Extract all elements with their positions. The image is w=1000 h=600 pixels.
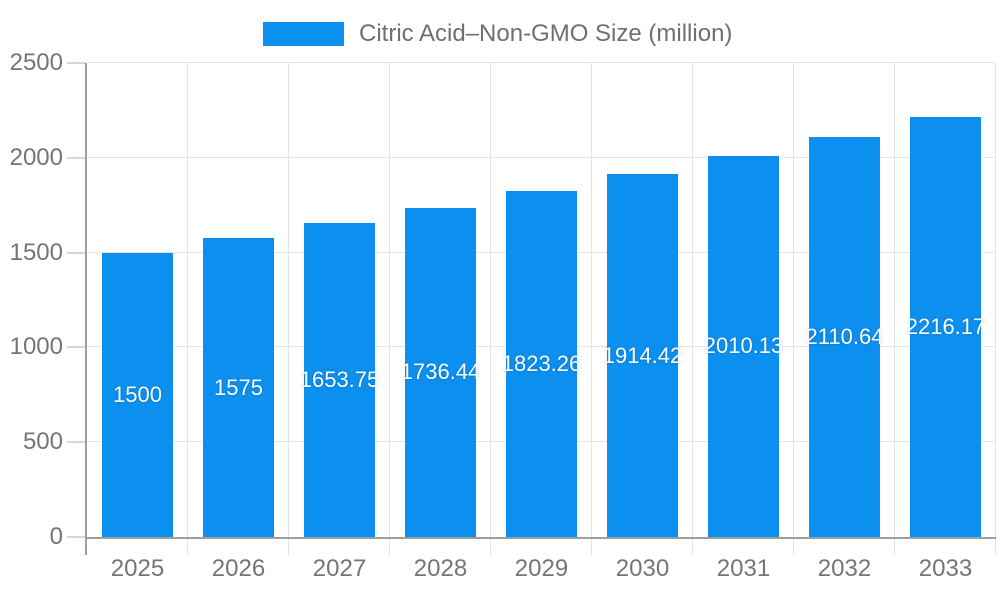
y-axis-label: 500 — [22, 428, 63, 456]
bar-value-label: 2216.17 — [905, 313, 986, 339]
x-axis-label: 2030 — [615, 555, 670, 582]
y-axis-label: 2000 — [9, 143, 63, 171]
x-axis-label: 2031 — [716, 555, 771, 582]
bar-value-label: 1575 — [214, 374, 263, 400]
bar-value-label: 2110.64 — [805, 323, 884, 349]
bar[interactable] — [607, 174, 678, 537]
x-axis-label: 2026 — [211, 555, 266, 582]
y-tick — [67, 441, 86, 444]
legend-swatch — [263, 22, 344, 46]
bar[interactable] — [506, 191, 577, 537]
bar[interactable] — [102, 252, 173, 537]
horizontal-gridline — [87, 156, 996, 158]
x-axis-label: 2025 — [110, 555, 165, 582]
x-axis-label: 2029 — [514, 555, 569, 582]
y-axis-line — [85, 63, 87, 555]
bar-value-label: 1823.26 — [501, 351, 582, 377]
legend[interactable]: Citric Acid–Non-GMO Size (million) — [263, 22, 732, 46]
bar[interactable] — [708, 155, 779, 537]
legend-label: Citric Acid–Non-GMO Size (million) — [359, 20, 733, 47]
y-axis-label: 1000 — [9, 333, 63, 361]
x-axis-label: 2028 — [413, 555, 468, 582]
y-axis-label: 1500 — [9, 238, 63, 266]
y-axis-label: 2500 — [9, 49, 63, 76]
vertical-gridline — [894, 63, 895, 555]
y-tick — [67, 251, 86, 254]
vertical-gridline — [692, 63, 693, 555]
vertical-gridline — [591, 63, 592, 555]
bar-value-label: 2010.13 — [703, 333, 784, 359]
vertical-gridline — [389, 63, 390, 555]
bar[interactable] — [910, 116, 981, 537]
vertical-gridline — [288, 63, 289, 555]
bar[interactable] — [203, 238, 274, 537]
bar[interactable] — [304, 223, 375, 537]
bar-value-label: 1653.75 — [299, 367, 380, 393]
x-axis-label: 2032 — [817, 555, 872, 582]
vertical-gridline — [793, 63, 794, 555]
x-axis-label: 2027 — [312, 555, 367, 582]
vertical-gridline — [995, 63, 996, 555]
bar-value-label: 1500 — [113, 381, 162, 407]
y-tick — [67, 156, 86, 159]
horizontal-gridline — [87, 62, 996, 63]
vertical-gridline — [187, 63, 188, 555]
y-axis-label: 0 — [49, 523, 63, 550]
x-axis-label: 2033 — [918, 555, 973, 582]
bar-value-label: 1736.44 — [400, 359, 481, 385]
bar[interactable] — [809, 136, 880, 537]
y-tick — [67, 346, 86, 349]
vertical-gridline — [490, 63, 491, 555]
bar[interactable] — [405, 207, 476, 537]
x-axis-line — [87, 537, 996, 539]
y-tick — [67, 62, 86, 64]
y-tick — [67, 536, 86, 538]
bar-value-label: 1914.42 — [602, 342, 683, 368]
